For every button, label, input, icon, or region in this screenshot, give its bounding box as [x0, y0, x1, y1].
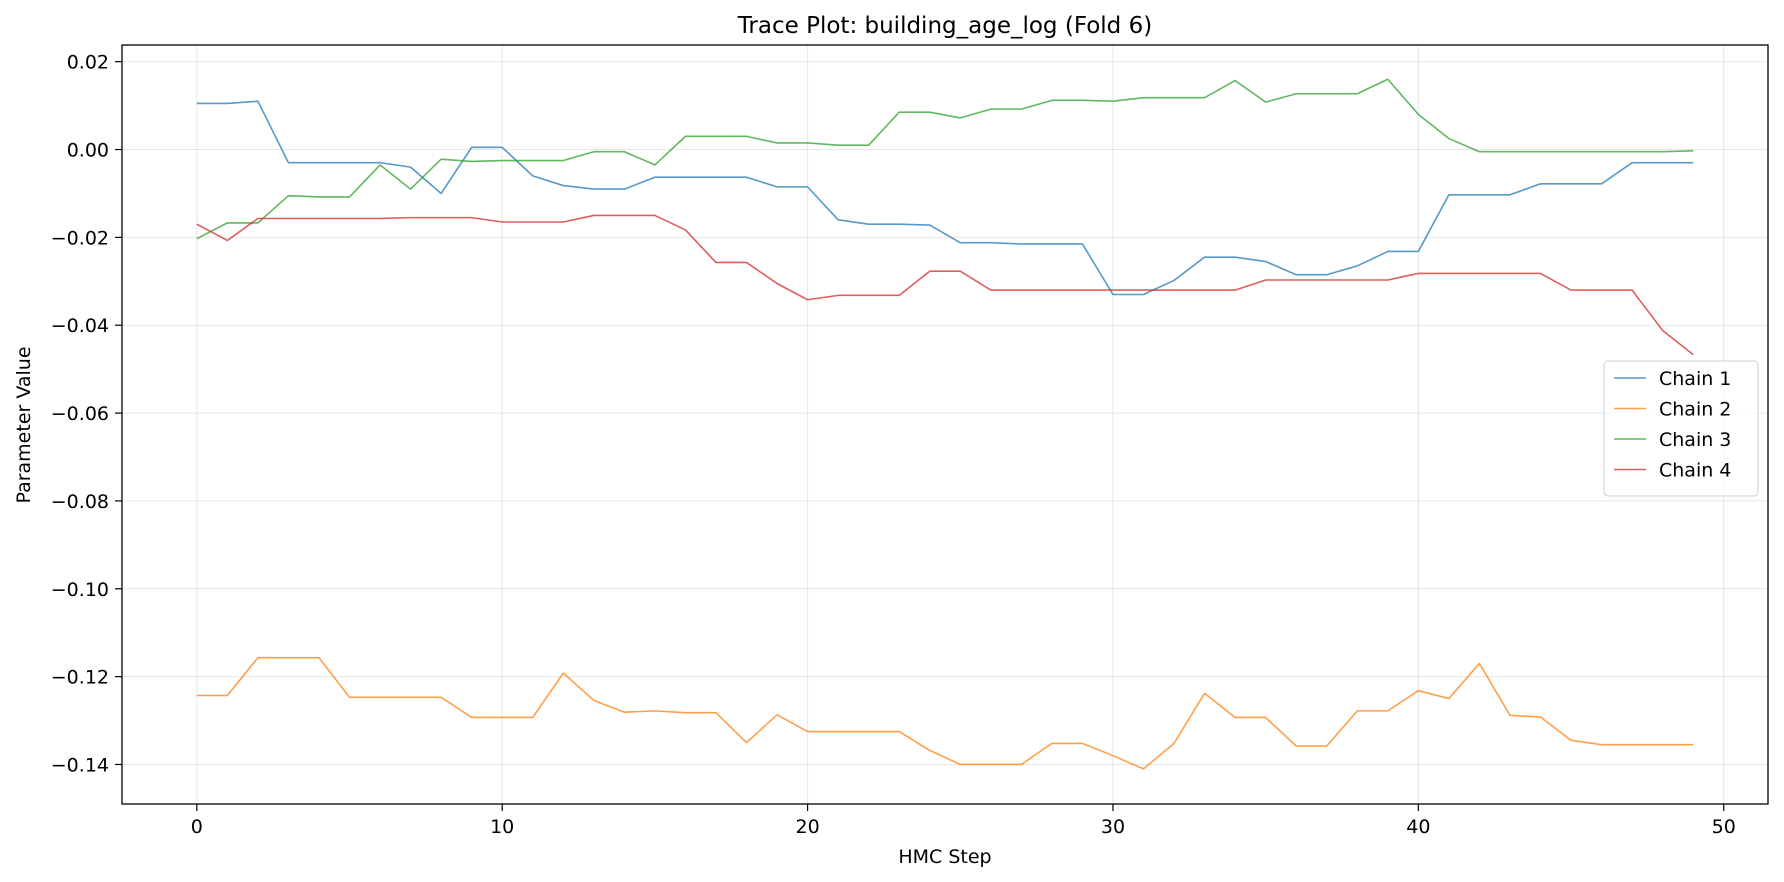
series-line-chain-3 [196, 78, 1694, 240]
chart-title: Trace Plot: building_age_log (Fold 6) [737, 13, 1152, 39]
y-tick-label: −0.08 [51, 491, 109, 513]
y-tick-label: −0.12 [51, 667, 109, 689]
y-axis-label: Parameter Value [13, 346, 35, 503]
legend-label-chain-3: Chain 3 [1659, 429, 1731, 451]
y-tick-label: −0.10 [51, 579, 109, 601]
series-line-chain-1 [196, 100, 1694, 296]
y-tick-label: −0.02 [51, 227, 109, 249]
legend-label-chain-2: Chain 2 [1659, 399, 1731, 421]
legend: Chain 1 Chain 2 Chain 3 Chain 4 [1603, 360, 1759, 497]
legend-label-chain-4: Chain 4 [1659, 460, 1731, 482]
x-tick-label: 30 [1101, 816, 1125, 838]
x-tick-label: 20 [795, 816, 819, 838]
plot-frame [121, 44, 1769, 805]
y-tick-label: −0.04 [51, 315, 109, 337]
x-tick-label: 40 [1406, 816, 1430, 838]
legend-label-chain-1: Chain 1 [1659, 368, 1731, 390]
x-tick-label: 0 [191, 816, 203, 838]
axis-ticks: 0 10 20 30 40 50 0.02 0.00 −0.02 −0.04 −0.06 −0.08 −… [51, 52, 1736, 838]
legend-frame [1603, 360, 1759, 497]
y-tick-label: 0.00 [67, 140, 109, 162]
x-tick-label: 50 [1712, 816, 1736, 838]
x-axis-label: HMC Step [898, 846, 991, 868]
x-tick-label: 10 [490, 816, 514, 838]
y-tick-label: −0.14 [51, 754, 109, 776]
y-tick-label: −0.06 [51, 403, 109, 425]
series-line-chain-4 [196, 214, 1694, 356]
series-line-chain-2 [196, 656, 1694, 770]
y-tick-label: 0.02 [67, 52, 109, 74]
series-lines [196, 78, 1694, 770]
